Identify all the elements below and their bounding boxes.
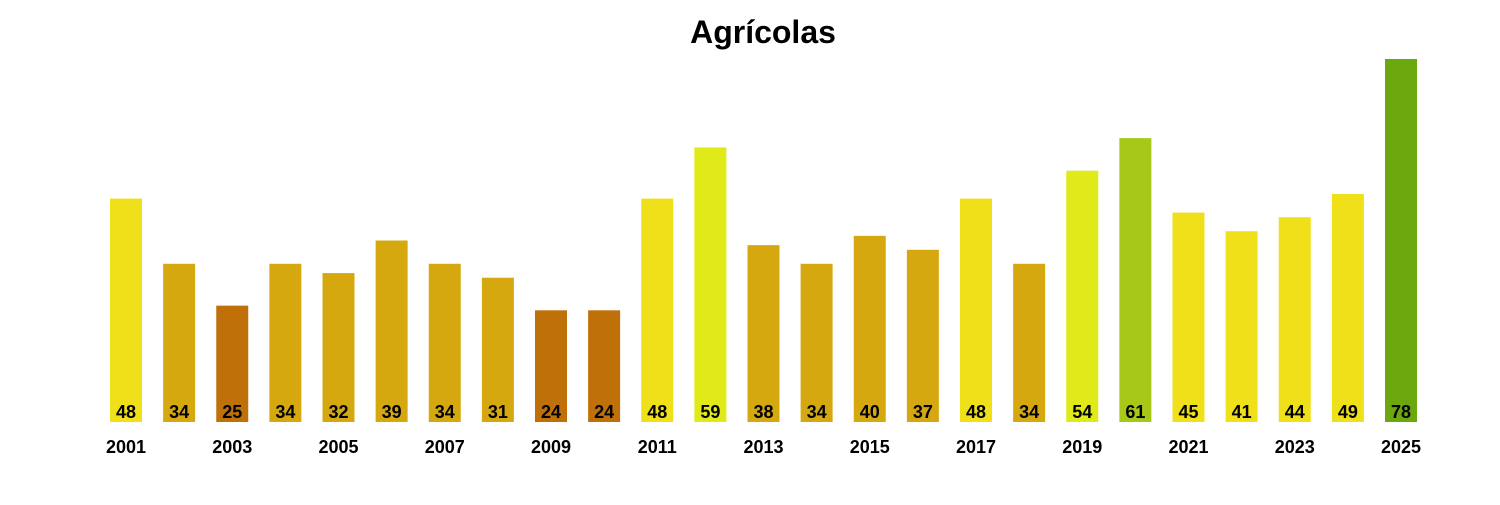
bar-2003 bbox=[216, 305, 249, 422]
x-tick-label-2019: 2019 bbox=[1062, 437, 1102, 457]
data-label-2016: 37 bbox=[913, 402, 933, 422]
data-label-2013: 38 bbox=[753, 402, 773, 422]
data-label-2020: 61 bbox=[1125, 402, 1145, 422]
data-label-2024: 49 bbox=[1338, 402, 1358, 422]
bar-2020 bbox=[1119, 138, 1152, 422]
bar-2016 bbox=[906, 249, 939, 422]
data-label-2011: 48 bbox=[647, 402, 667, 422]
bar-2013 bbox=[747, 245, 780, 422]
x-tick-label-2015: 2015 bbox=[850, 437, 890, 457]
x-tick-label-2013: 2013 bbox=[743, 437, 783, 457]
chart-title: Agrícolas bbox=[690, 14, 836, 50]
data-label-2015: 40 bbox=[860, 402, 880, 422]
bar-2017 bbox=[960, 198, 992, 422]
x-tick-label-2023: 2023 bbox=[1275, 437, 1315, 457]
data-label-2023: 44 bbox=[1285, 402, 1305, 422]
bar-2001 bbox=[110, 198, 142, 422]
bar-2006 bbox=[375, 240, 408, 422]
x-tick-label-2011: 2011 bbox=[638, 437, 677, 457]
x-tick-label-2001: 2001 bbox=[106, 437, 146, 457]
x-tick-label-2021: 2021 bbox=[1168, 437, 1208, 457]
bar-2002 bbox=[163, 263, 196, 422]
data-label-2010: 24 bbox=[594, 402, 614, 422]
bar-2022 bbox=[1225, 231, 1258, 422]
bar-2018 bbox=[1013, 263, 1046, 422]
bar-2024 bbox=[1331, 193, 1364, 422]
data-label-2021: 45 bbox=[1178, 402, 1198, 422]
data-label-2018: 34 bbox=[1019, 402, 1039, 422]
bar-2010 bbox=[588, 310, 621, 422]
bar-2025 bbox=[1385, 59, 1417, 422]
bar-2014 bbox=[800, 263, 833, 422]
data-label-2014: 34 bbox=[807, 402, 827, 422]
data-label-2006: 39 bbox=[382, 402, 402, 422]
x-tick-label-2007: 2007 bbox=[425, 437, 465, 457]
data-label-2004: 34 bbox=[275, 402, 295, 422]
bar-2011 bbox=[641, 198, 674, 422]
bar-2023 bbox=[1278, 217, 1311, 422]
bar-2009 bbox=[535, 310, 567, 422]
data-label-2001: 48 bbox=[116, 402, 136, 422]
bar-2004 bbox=[269, 263, 302, 422]
bar-2019 bbox=[1066, 170, 1099, 422]
bar-2008 bbox=[481, 277, 514, 422]
x-tick-label-2005: 2005 bbox=[318, 437, 358, 457]
data-label-2019: 54 bbox=[1072, 402, 1092, 422]
data-label-2002: 34 bbox=[169, 402, 189, 422]
bar-2021 bbox=[1172, 212, 1205, 422]
data-label-2008: 31 bbox=[488, 402, 508, 422]
bar-2015 bbox=[853, 235, 886, 422]
x-tick-label-2025: 2025 bbox=[1381, 437, 1421, 457]
data-label-2025: 78 bbox=[1391, 402, 1411, 422]
data-label-2017: 48 bbox=[966, 402, 986, 422]
data-label-2022: 41 bbox=[1232, 402, 1252, 422]
x-tick-label-2017: 2017 bbox=[956, 437, 996, 457]
bar-2007 bbox=[428, 263, 461, 422]
data-label-2009: 24 bbox=[541, 402, 561, 422]
x-tick-label-2009: 2009 bbox=[531, 437, 571, 457]
data-label-2012: 59 bbox=[700, 402, 720, 422]
data-label-2003: 25 bbox=[222, 402, 242, 422]
data-label-2007: 34 bbox=[435, 402, 455, 422]
bar-2012 bbox=[694, 147, 727, 422]
bar-2005 bbox=[322, 273, 355, 422]
data-label-2005: 32 bbox=[328, 402, 348, 422]
x-tick-label-2003: 2003 bbox=[212, 437, 252, 457]
